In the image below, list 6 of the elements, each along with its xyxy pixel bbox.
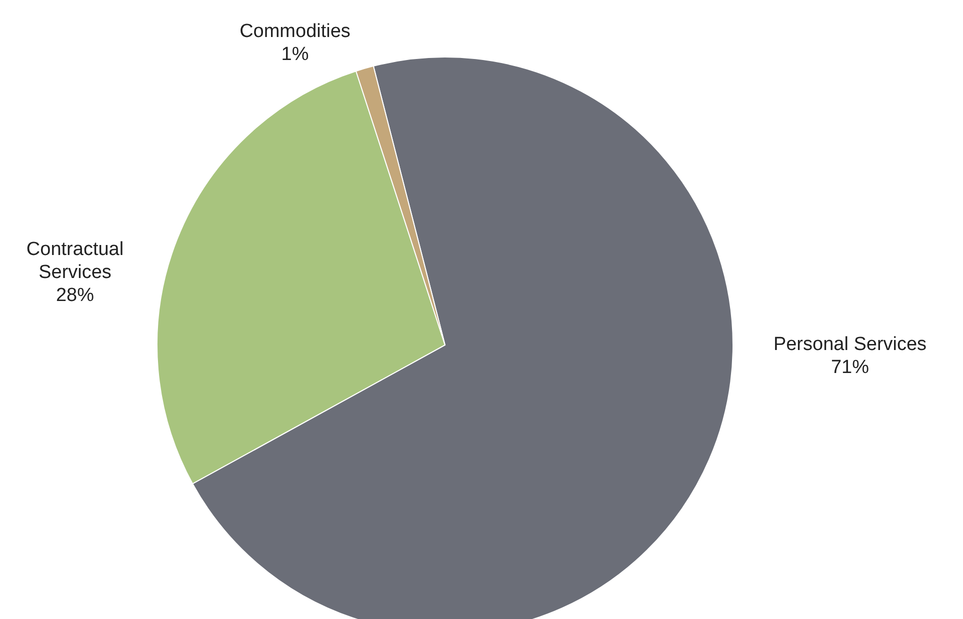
data-label: 28% xyxy=(56,285,94,306)
slice-label: Commodities xyxy=(240,21,350,42)
data-label: 1% xyxy=(281,44,309,65)
slice-label: Contractual Services xyxy=(26,239,124,283)
slice-label: Personal Services xyxy=(773,334,927,355)
data-label: 71% xyxy=(830,357,870,378)
